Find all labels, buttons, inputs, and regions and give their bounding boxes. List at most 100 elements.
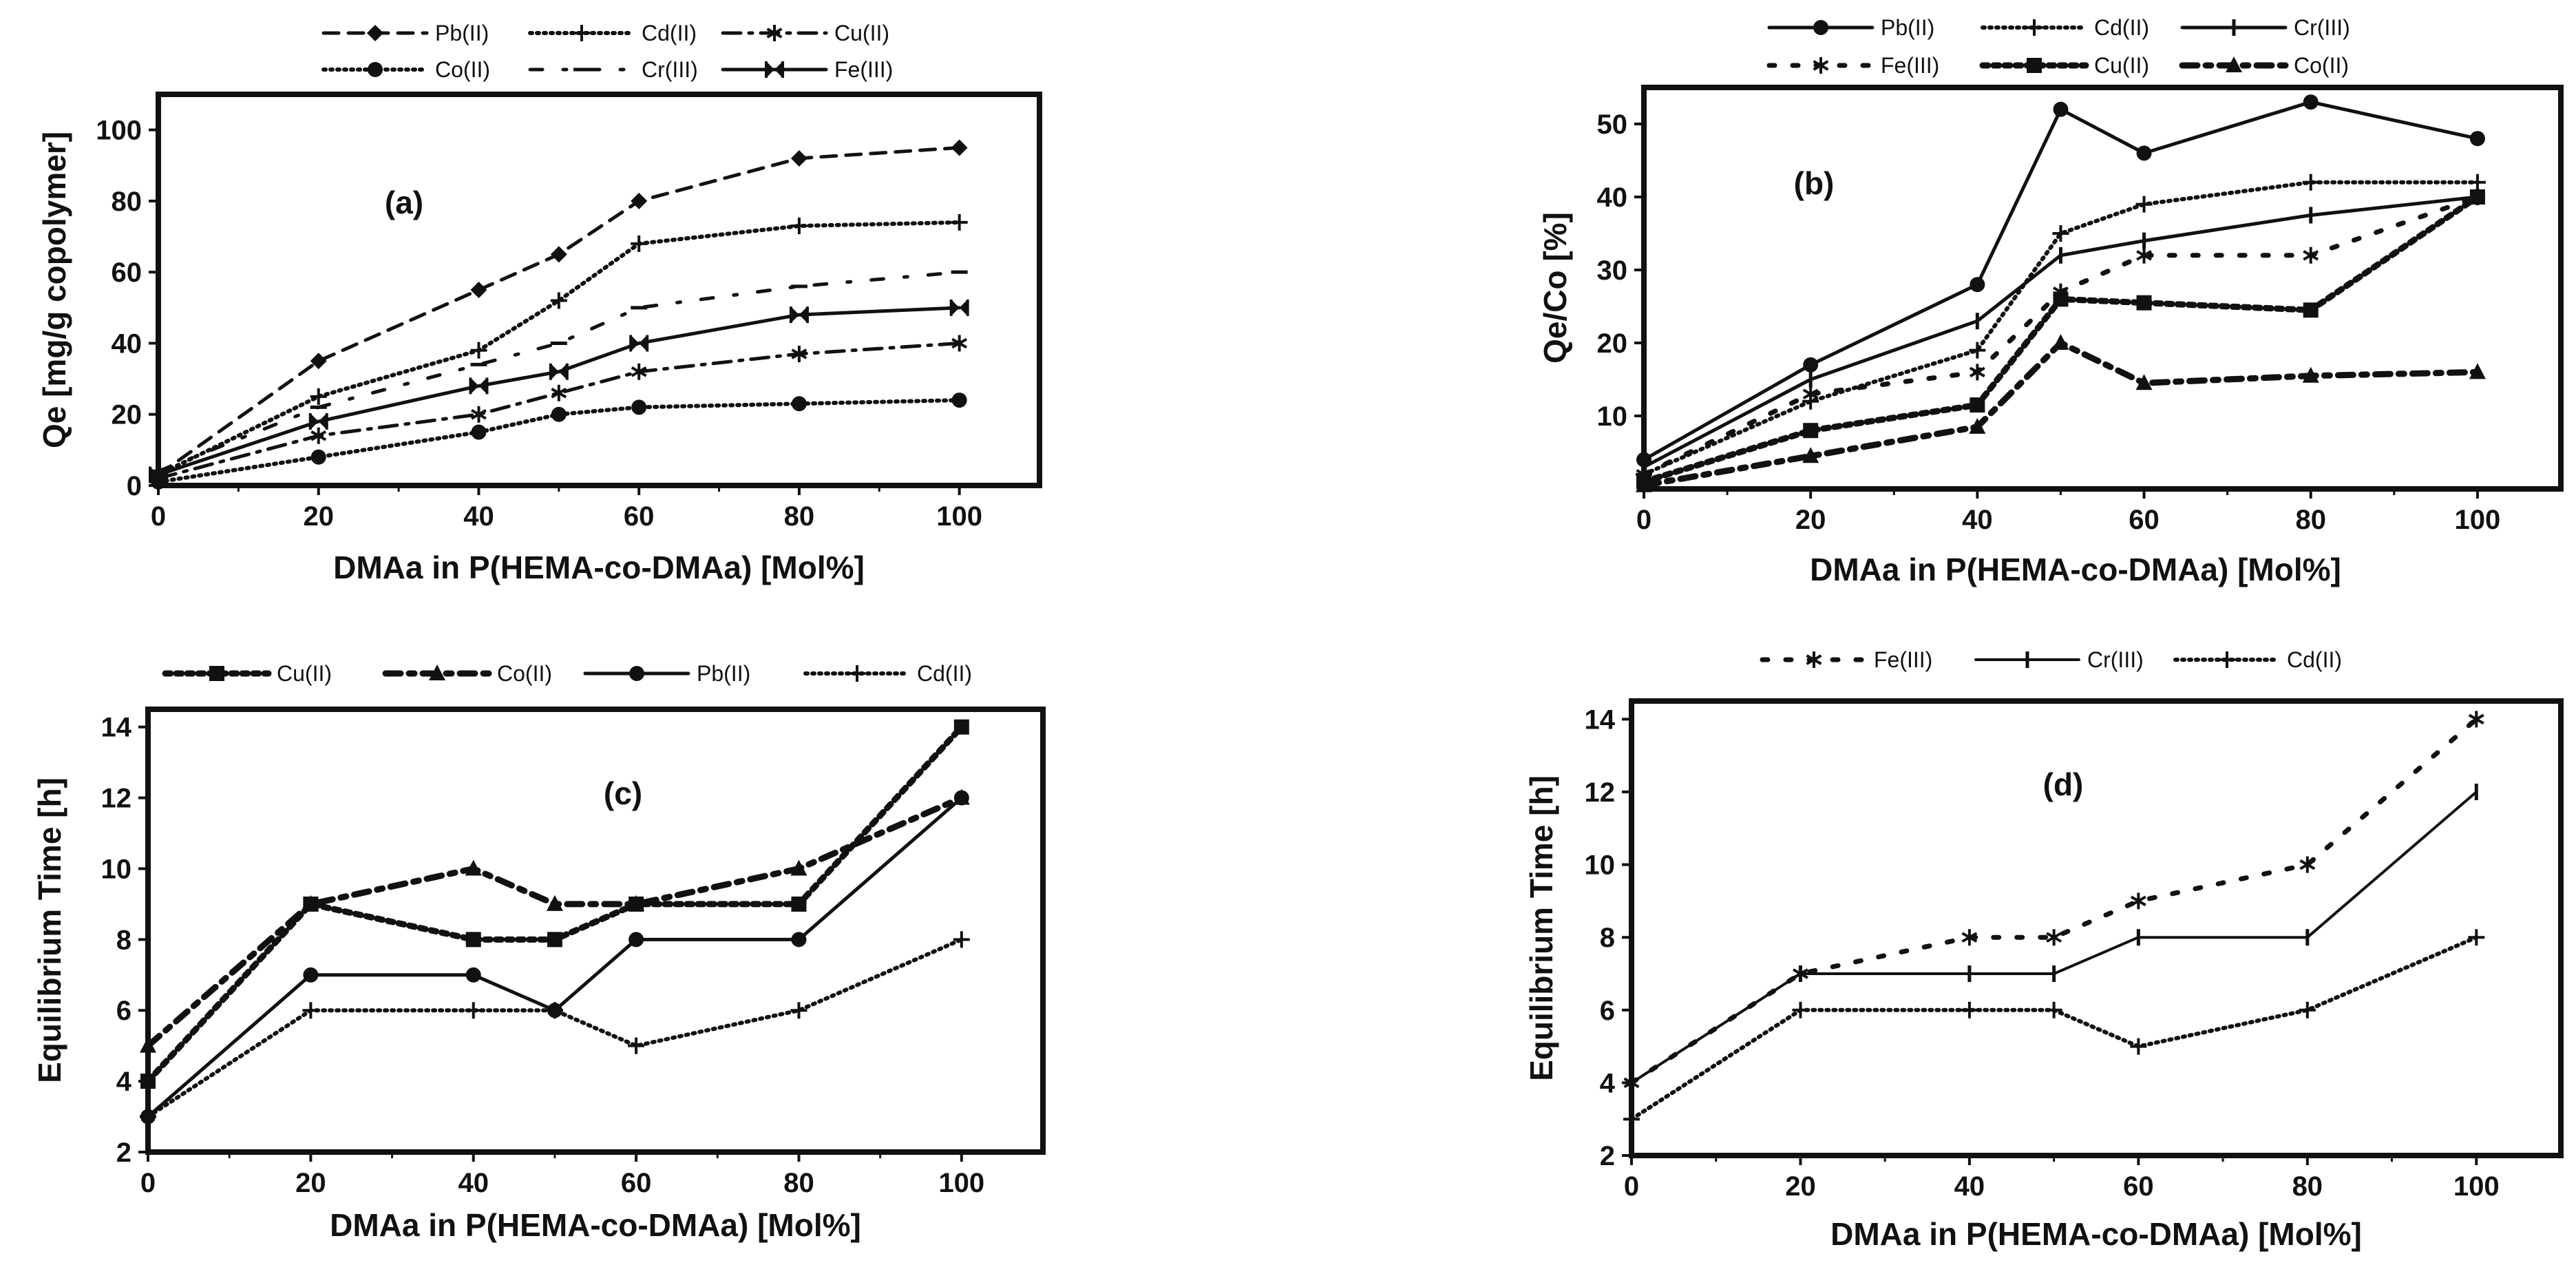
data-point-cd-ii [2302,174,2319,191]
data-point-fe-iii [1961,929,1978,946]
legend-entry-cu-ii: Cu(II) [1979,53,2149,78]
legend-marker [766,61,774,78]
legend-entry-co-ii: Co(II) [321,57,490,82]
y-tick-label: 100 [96,116,142,146]
legend-c: Cu(II) Co(II) Pb(II) Cd(II) [162,661,972,686]
y-tick-label: 4 [1600,1068,1616,1098]
legend-entry-cd-ii: Cd(II) [2173,647,2342,672]
y-tick-label: 14 [101,713,132,743]
x-tick-label: 100 [2453,1171,2500,1202]
y-tick-label: 40 [1597,182,1628,213]
data-point-cu-ii [791,896,807,912]
y-tick-label: 8 [116,925,131,955]
data-point-co-ii [471,424,487,440]
data-point-cd-ii [2299,1001,2316,1018]
y-axis-title: Qe/Co [%] [1537,212,1573,364]
legend-entry-cu-ii: Cu(II) [162,661,332,686]
legend-marker [209,666,224,681]
x-axis-title: DMAa in P(HEMA-co-DMAa) [Mol%] [1830,1216,2362,1252]
data-point-cu-ii [2136,295,2152,311]
data-point-fe-iii [2046,929,2062,946]
data-point-cd-ii [2468,929,2485,946]
data-point-fe-iii [951,299,960,316]
data-point-fe-iii-right [639,335,648,352]
data-point-co-ii [140,1036,156,1053]
y-tick-label: 50 [1597,109,1628,140]
data-point-co-ii [1802,447,1819,463]
series-cd-ii [1636,174,2486,483]
y-axis-title: Equilibrium Time [h] [1523,775,1559,1081]
data-point-cd-ii [310,388,327,405]
legend-label: Pb(II) [435,21,489,45]
data-point-fe-iii-bars [629,335,649,352]
data-point-co-ii [1636,476,1652,492]
series-cr-iii [1629,784,2478,1091]
data-point-cd-ii [631,235,648,252]
data-point-cu-ii [951,335,968,352]
panel-d: 0 20 40 60 80 100 2 4 6 8 10 12 14 DMAa in P(HEMA-co-… [1523,647,2564,1252]
data-point-co-ii [790,859,807,876]
series-fe-iii [149,299,969,483]
legend-label: Cd(II) [2287,647,2342,672]
panel-label: (d) [2043,766,2084,802]
series-co-ii [140,788,970,1053]
legend-label: Cr(III) [2294,15,2350,40]
legend-entry-cr-iii: Cr(III) [2180,15,2350,40]
legend-marker [849,665,865,682]
data-point-cu-ii [791,345,807,362]
data-point-co-ii [2135,374,2153,390]
data-point-fe-iii-bars [469,377,489,395]
data-point-cu-ii [2303,302,2319,318]
legend-marker [2026,19,2042,36]
y-tick-label: 14 [1585,704,1616,735]
data-point-fe-iii [1969,364,1985,381]
y-tick-label: 20 [112,400,142,430]
data-point-fe-iii-bars [789,306,809,324]
legend-label: Co(II) [435,57,490,82]
data-point-co-ii [546,895,563,911]
legend-marker [1813,57,1829,74]
data-point-cd-ii [790,218,807,235]
legend-b: Pb(II) Cd(II) Cr(III) Fe(III) Cu(II) Co(II) [1766,15,2350,78]
data-point-cu-ii [551,384,567,401]
y-tick-label: 30 [1597,255,1628,286]
legend-marker [1806,651,1822,668]
legend-label: Co(II) [497,661,552,686]
data-point-co-ii [628,895,645,911]
data-point-cd-ii [465,1002,482,1019]
data-point-cu-ii [471,406,487,423]
y-tick-label: 40 [112,328,142,359]
legend-label: Pb(II) [697,661,750,686]
data-point-fe-iii-right [558,363,567,380]
legend-entry-cu-ii: Cu(II) [721,21,889,45]
data-point-pb-ii [631,192,648,209]
data-point-pb-ii [629,932,644,948]
x-tick-label: 0 [1624,1171,1639,1202]
series-co-ii [1636,334,2486,492]
x-tick-label: 60 [621,1168,652,1198]
legend-marker [629,666,644,681]
data-point-cd-ii [2052,225,2069,242]
data-point-cu-ii [631,363,647,380]
data-point-pb-ii [470,282,487,298]
legend-a: Pb(II) Cd(II) Cu(II) Co(II) Cr(III) Fe(III) [321,21,893,82]
data-point-co-ii [302,895,319,911]
y-tick-label: 6 [1600,996,1615,1026]
y-tick-label: 8 [1600,923,1615,953]
series-cd-ii [140,931,970,1125]
data-point-pb-ii [2303,94,2319,110]
x-tick-label: 0 [1636,505,1651,535]
data-point-fe-iii-bars [149,466,168,483]
data-point-co-ii [791,396,807,412]
legend-entry-pb-ii: Pb(II) [583,661,750,686]
panel-a: 0 20 40 60 80 100 0 20 40 60 80 100 DMAa in P(HEMA-c… [36,21,1042,585]
panel-c: 0 20 40 60 80 100 2 4 6 8 10 12 14 DMAa in P(HEMA-co-… [32,661,1046,1243]
data-point-co-ii [465,859,482,876]
x-tick-label: 40 [1962,505,1993,535]
y-tick-label: 12 [101,784,132,814]
legend-label: Cr(III) [642,57,698,82]
legend-label: Cd(II) [642,21,697,45]
legend-marker [766,25,783,41]
legend-label: Cu(II) [834,21,889,45]
data-point-cu-ii [310,427,327,444]
